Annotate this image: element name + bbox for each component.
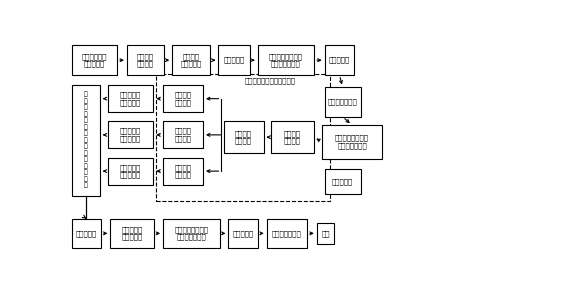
FancyBboxPatch shape (224, 121, 264, 153)
FancyBboxPatch shape (325, 169, 361, 194)
Text: 移动式茶
叶分配机: 移动式茶 叶分配机 (235, 130, 252, 144)
Text: 茶叶自动理条机: 茶叶自动理条机 (328, 99, 357, 105)
Text: 第四槽式茶叶振动
筛选平稳输送机: 第四槽式茶叶振动 筛选平稳输送机 (174, 226, 209, 240)
FancyBboxPatch shape (317, 223, 334, 243)
FancyBboxPatch shape (71, 85, 100, 196)
Text: 鲜叶自动定量
均衡投料机: 鲜叶自动定量 均衡投料机 (81, 53, 107, 67)
Text: 后茶叶定
量输送机: 后茶叶定 量输送机 (174, 91, 191, 106)
Text: 扁形茶连续
自动炒制机: 扁形茶连续 自动炒制机 (120, 91, 141, 106)
FancyBboxPatch shape (271, 121, 314, 153)
FancyBboxPatch shape (71, 219, 101, 248)
Text: 成品: 成品 (321, 230, 330, 237)
Text: 快速冷却
提升输送机: 快速冷却 提升输送机 (181, 53, 202, 67)
Text: 茶叶提升机: 茶叶提升机 (76, 230, 97, 237)
Text: 第二槽式茶叶振动
筛选平稳输送机: 第二槽式茶叶振动 筛选平稳输送机 (335, 135, 369, 149)
FancyBboxPatch shape (108, 158, 153, 185)
Text: 茶叶提升机: 茶叶提升机 (329, 57, 350, 64)
FancyBboxPatch shape (71, 46, 117, 75)
Text: 茶叶回潮机: 茶叶回潮机 (224, 57, 245, 64)
FancyBboxPatch shape (127, 46, 164, 75)
Text: 扁形茶连续
自动炒制机: 扁形茶连续 自动炒制机 (120, 164, 141, 178)
Text: 连续式滚
筒杀青机: 连续式滚 筒杀青机 (137, 53, 154, 67)
Text: 第
三
槽
式
茶
叶
振
动
筛
选
平
稳
输
送
机: 第 三 槽 式 茶 叶 振 动 筛 选 平 稳 输 送 机 (84, 92, 88, 188)
FancyBboxPatch shape (257, 46, 314, 75)
FancyBboxPatch shape (218, 46, 250, 75)
FancyBboxPatch shape (108, 121, 153, 148)
FancyBboxPatch shape (267, 219, 307, 248)
FancyBboxPatch shape (322, 125, 382, 159)
FancyBboxPatch shape (162, 85, 203, 112)
FancyBboxPatch shape (162, 121, 203, 148)
Text: 扁形茶连续
自动炒制机: 扁形茶连续 自动炒制机 (120, 128, 141, 142)
Text: 茶叶自动投料定量分配系统: 茶叶自动投料定量分配系统 (245, 77, 296, 84)
Text: 中央控制柜: 中央控制柜 (332, 178, 353, 185)
Text: 茶叶提升机: 茶叶提升机 (233, 230, 254, 237)
FancyBboxPatch shape (108, 85, 153, 112)
Text: 斫茶叶定
量输送机: 斫茶叶定 量输送机 (284, 130, 301, 144)
Text: 第一槽式茶叶振动
筛选平稳输送机: 第一槽式茶叶振动 筛选平稳输送机 (269, 53, 303, 67)
Text: 茶叶平面分筛机: 茶叶平面分筛机 (272, 230, 302, 237)
FancyBboxPatch shape (162, 158, 203, 185)
Text: 后茶叶定
量输送机: 后茶叶定 量输送机 (174, 128, 191, 142)
FancyBboxPatch shape (110, 219, 154, 248)
FancyBboxPatch shape (325, 46, 354, 75)
Text: 滚筒式茶叶
辉锅提香机: 滚筒式茶叶 辉锅提香机 (121, 226, 143, 240)
FancyBboxPatch shape (163, 219, 220, 248)
FancyBboxPatch shape (325, 87, 361, 117)
FancyBboxPatch shape (228, 219, 258, 248)
Text: 后茶叶定
量输送机: 后茶叶定 量输送机 (174, 164, 191, 178)
FancyBboxPatch shape (172, 46, 211, 75)
